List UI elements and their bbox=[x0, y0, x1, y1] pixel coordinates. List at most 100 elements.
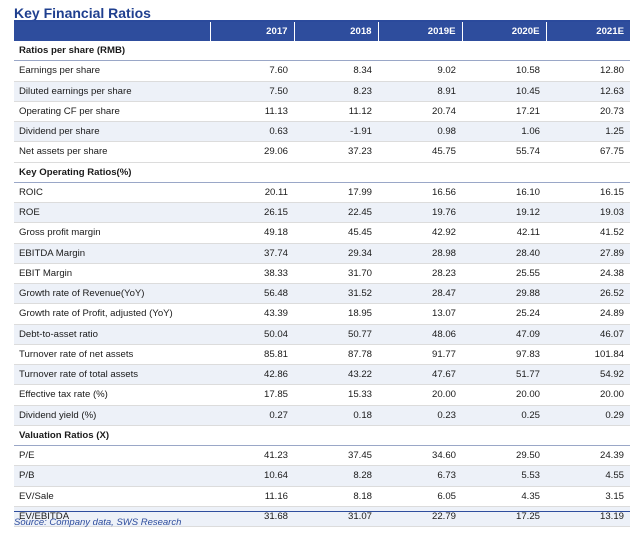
section-heading: Key Operating Ratios(%) bbox=[14, 162, 630, 183]
table-body: Ratios per share (RMB) Earnings per share… bbox=[14, 41, 630, 528]
value-cell: 11.13 bbox=[210, 101, 294, 123]
row-label: P/E bbox=[14, 445, 210, 467]
value-cell: 12.80 bbox=[546, 60, 630, 82]
value-cell: 37.23 bbox=[294, 141, 378, 163]
column-header: 2017 bbox=[209, 22, 294, 41]
row-label: Earnings per share bbox=[14, 60, 210, 82]
table-row: Growth rate of Profit, adjusted (YoY) 43.… bbox=[14, 303, 630, 325]
value-cell: 0.98 bbox=[378, 121, 462, 143]
row-label: ROE bbox=[14, 202, 210, 224]
table-row: Debt-to-asset ratio 50.04 50.77 48.06 47.09 4… bbox=[14, 324, 630, 345]
value-cell: 101.84 bbox=[546, 344, 630, 366]
value-cell: 45.45 bbox=[294, 222, 378, 244]
section-header-row: Ratios per share (RMB) bbox=[14, 41, 630, 62]
table-row: Turnover rate of total assets 42.86 43.22 4… bbox=[14, 364, 630, 386]
value-cell: 28.98 bbox=[378, 243, 462, 264]
value-cell: 11.16 bbox=[210, 486, 294, 507]
value-cell: 31.07 bbox=[294, 506, 378, 528]
value-cell: 29.06 bbox=[210, 141, 294, 163]
row-label: Growth rate of Profit, adjusted (YoY) bbox=[14, 303, 210, 325]
table-row: Dividend per share 0.63 -1.91 0.98 1.06 1.25 bbox=[14, 121, 630, 143]
value-cell: 19.03 bbox=[546, 202, 630, 224]
value-cell: 42.86 bbox=[210, 364, 294, 386]
value-cell: 41.23 bbox=[210, 445, 294, 467]
table-row: Dividend yield (%) 0.27 0.18 0.23 0.25 0.29 bbox=[14, 405, 630, 426]
value-cell: 8.34 bbox=[294, 60, 378, 82]
value-cell: 6.05 bbox=[378, 486, 462, 507]
value-cell: 24.39 bbox=[546, 445, 630, 467]
table-row: ROIC 20.11 17.99 16.56 16.10 16.15 bbox=[14, 182, 630, 204]
value-cell: 45.75 bbox=[378, 141, 462, 163]
value-cell: 42.92 bbox=[378, 222, 462, 244]
value-cell: 10.45 bbox=[462, 81, 546, 102]
value-cell: 16.15 bbox=[546, 182, 630, 204]
value-cell: 16.56 bbox=[378, 182, 462, 204]
value-cell: 43.39 bbox=[210, 303, 294, 325]
value-cell: 8.28 bbox=[294, 465, 378, 487]
value-cell: 28.23 bbox=[378, 263, 462, 285]
value-cell: 22.45 bbox=[294, 202, 378, 224]
value-cell: 1.06 bbox=[462, 121, 546, 143]
column-header: 2018 bbox=[293, 22, 378, 41]
value-cell: 24.38 bbox=[546, 263, 630, 285]
value-cell: 0.18 bbox=[294, 405, 378, 426]
value-cell: 37.74 bbox=[210, 243, 294, 264]
value-cell: 19.76 bbox=[378, 202, 462, 224]
value-cell: 22.79 bbox=[378, 506, 462, 528]
value-cell: 10.58 bbox=[462, 60, 546, 82]
table-row: P/E 41.23 37.45 34.60 29.50 24.39 bbox=[14, 445, 630, 467]
value-cell: 8.91 bbox=[378, 81, 462, 102]
value-cell: 4.55 bbox=[546, 465, 630, 487]
header-row: 2017 2018 2019E 2020E 2021E bbox=[14, 22, 630, 41]
title-rule bbox=[14, 20, 630, 22]
table-row: Diluted earnings per share 7.50 8.23 8.91 10… bbox=[14, 81, 630, 102]
row-label: Dividend yield (%) bbox=[14, 405, 210, 426]
table-row: EV/Sale 11.16 8.18 6.05 4.35 3.15 bbox=[14, 486, 630, 507]
row-label: Gross profit margin bbox=[14, 222, 210, 244]
value-cell: 37.45 bbox=[294, 445, 378, 467]
financial-ratios-table: 2017 2018 2019E 2020E 2021E Ratios per s… bbox=[14, 22, 630, 528]
value-cell: 20.00 bbox=[378, 384, 462, 406]
value-cell: 38.33 bbox=[210, 263, 294, 285]
value-cell: 20.11 bbox=[210, 182, 294, 204]
table-row: EBIT Margin 38.33 31.70 28.23 25.55 24.38 bbox=[14, 263, 630, 285]
value-cell: 48.06 bbox=[378, 324, 462, 345]
column-header: 2019E bbox=[377, 22, 462, 41]
value-cell: 20.73 bbox=[546, 101, 630, 123]
value-cell: 9.02 bbox=[378, 60, 462, 82]
row-label: P/B bbox=[14, 465, 210, 487]
value-cell: 47.09 bbox=[462, 324, 546, 345]
table-row: Operating CF per share 11.13 11.12 20.74 17.… bbox=[14, 101, 630, 123]
value-cell: 55.74 bbox=[462, 141, 546, 163]
value-cell: 20.00 bbox=[462, 384, 546, 406]
column-header: 2020E bbox=[461, 22, 546, 41]
value-cell: 49.18 bbox=[210, 222, 294, 244]
section-heading: Valuation Ratios (X) bbox=[14, 425, 630, 447]
value-cell: 27.89 bbox=[546, 243, 630, 264]
value-cell: 0.29 bbox=[546, 405, 630, 426]
value-cell: 85.81 bbox=[210, 344, 294, 366]
table-row: Earnings per share 7.60 8.34 9.02 10.58 12.80 bbox=[14, 60, 630, 82]
value-cell: 26.52 bbox=[546, 283, 630, 305]
value-cell: 47.67 bbox=[378, 364, 462, 386]
table-row: P/B 10.64 8.28 6.73 5.53 4.55 bbox=[14, 465, 630, 487]
row-label: Effective tax rate (%) bbox=[14, 384, 210, 406]
value-cell: 43.22 bbox=[294, 364, 378, 386]
value-cell: 0.63 bbox=[210, 121, 294, 143]
value-cell: 26.15 bbox=[210, 202, 294, 224]
value-cell: 1.25 bbox=[546, 121, 630, 143]
value-cell: 15.33 bbox=[294, 384, 378, 406]
value-cell: 13.07 bbox=[378, 303, 462, 325]
value-cell: 31.70 bbox=[294, 263, 378, 285]
row-label: Operating CF per share bbox=[14, 101, 210, 123]
value-cell: 29.50 bbox=[462, 445, 546, 467]
value-cell: 18.95 bbox=[294, 303, 378, 325]
value-cell: 13.19 bbox=[546, 506, 630, 528]
value-cell: 17.85 bbox=[210, 384, 294, 406]
value-cell: 50.04 bbox=[210, 324, 294, 345]
table-title: Key Financial Ratios bbox=[14, 5, 151, 21]
value-cell: 7.50 bbox=[210, 81, 294, 102]
row-label: EBITDA Margin bbox=[14, 243, 210, 264]
value-cell: 56.48 bbox=[210, 283, 294, 305]
row-label: ROIC bbox=[14, 182, 210, 204]
